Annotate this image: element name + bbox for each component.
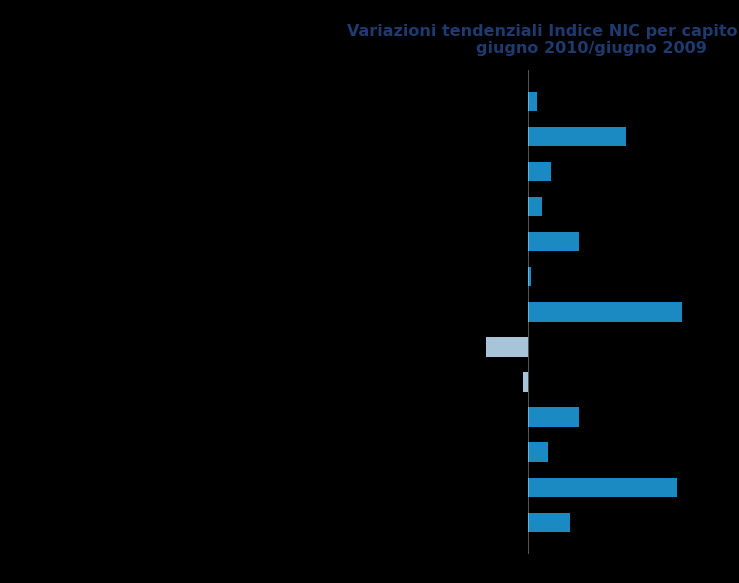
Bar — [528, 302, 682, 322]
Bar — [528, 477, 677, 497]
Bar — [528, 162, 551, 181]
Bar — [522, 373, 528, 392]
Bar — [528, 197, 542, 216]
Title: Variazioni tendenziali Indice NIC per capitolo di spesa
giugno 2010/giugno 2009: Variazioni tendenziali Indice NIC per ca… — [347, 24, 739, 57]
Bar — [528, 127, 626, 146]
Bar — [528, 408, 579, 427]
Bar — [486, 338, 528, 357]
Bar — [528, 512, 571, 532]
Bar — [528, 232, 579, 251]
Bar — [528, 442, 548, 462]
Bar — [528, 92, 537, 111]
Bar — [528, 267, 531, 286]
